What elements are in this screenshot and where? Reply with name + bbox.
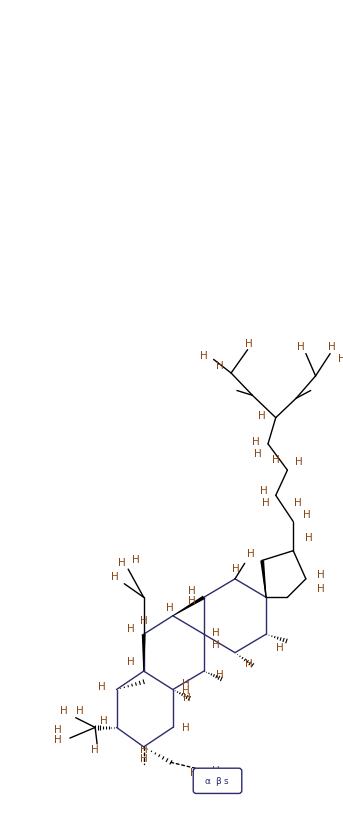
Text: H: H xyxy=(262,498,270,508)
Text: H: H xyxy=(127,658,135,667)
Text: H: H xyxy=(260,486,268,497)
Text: H: H xyxy=(190,768,198,778)
Polygon shape xyxy=(173,596,205,616)
Text: H: H xyxy=(140,615,147,626)
Text: H: H xyxy=(76,706,83,716)
Text: H: H xyxy=(317,570,324,580)
Text: H: H xyxy=(305,533,313,543)
Text: H: H xyxy=(272,455,280,465)
Text: s: s xyxy=(224,777,228,786)
Text: H: H xyxy=(200,350,208,360)
Text: H: H xyxy=(60,706,68,716)
Text: H: H xyxy=(181,686,189,697)
Text: H: H xyxy=(212,628,220,638)
Text: H: H xyxy=(252,437,260,447)
Text: H: H xyxy=(303,510,311,520)
Text: H: H xyxy=(132,555,140,565)
Text: β: β xyxy=(215,777,221,786)
Text: H: H xyxy=(100,715,108,726)
Text: H: H xyxy=(258,411,266,420)
Text: H: H xyxy=(181,724,189,733)
Text: H: H xyxy=(328,341,336,352)
Text: H: H xyxy=(245,659,252,669)
Text: H: H xyxy=(55,735,62,745)
Text: H: H xyxy=(127,624,135,634)
Text: H: H xyxy=(118,559,126,568)
Text: H: H xyxy=(212,640,220,650)
Text: H: H xyxy=(295,458,303,467)
Text: H: H xyxy=(317,584,324,593)
Text: H: H xyxy=(276,643,284,653)
Text: H: H xyxy=(111,572,118,582)
Text: H: H xyxy=(234,772,242,782)
Text: H: H xyxy=(247,549,255,559)
Text: H: H xyxy=(181,679,189,689)
Text: H: H xyxy=(232,564,240,574)
Text: H: H xyxy=(91,745,99,754)
Text: H: H xyxy=(294,498,302,508)
Text: H: H xyxy=(188,596,196,606)
Text: H: H xyxy=(212,766,220,776)
Text: H: H xyxy=(245,339,252,349)
Text: α: α xyxy=(205,777,211,786)
Text: H: H xyxy=(55,725,62,735)
Text: H: H xyxy=(188,585,196,595)
Text: H: H xyxy=(140,745,147,754)
Text: H: H xyxy=(255,449,262,459)
Text: H: H xyxy=(338,354,343,364)
Text: H: H xyxy=(182,693,190,703)
Polygon shape xyxy=(260,560,267,598)
Text: H: H xyxy=(98,681,106,692)
Text: H: H xyxy=(166,603,174,613)
Text: H: H xyxy=(140,754,147,764)
Text: H: H xyxy=(215,670,223,680)
Text: H: H xyxy=(297,341,305,352)
FancyBboxPatch shape xyxy=(193,768,242,793)
Text: H: H xyxy=(215,361,223,372)
Polygon shape xyxy=(142,634,146,671)
